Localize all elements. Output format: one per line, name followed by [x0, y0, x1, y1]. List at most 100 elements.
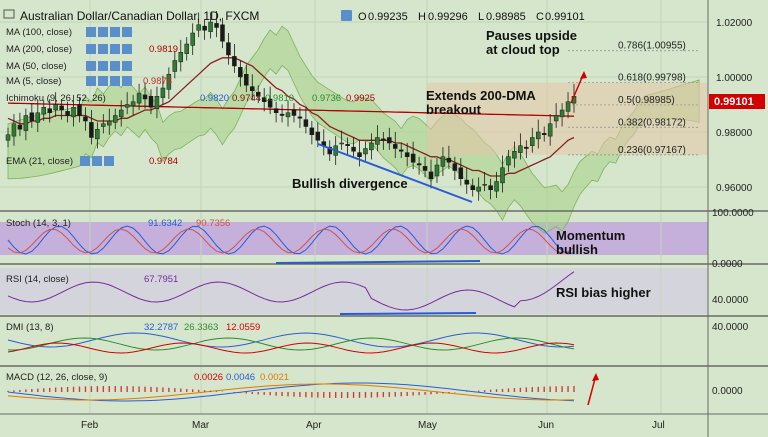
candle-body [101, 123, 106, 127]
price-tag-box [709, 94, 765, 109]
dmi-value: 32.2787 [144, 322, 178, 333]
candle-body [71, 107, 76, 118]
settings-icon[interactable] [98, 44, 108, 54]
legend-ma50: MA (50, close) [6, 61, 132, 72]
time-tick-label: Mar [192, 420, 210, 431]
candle-body [95, 129, 100, 140]
candle-body [428, 171, 434, 179]
settings-icon[interactable] [98, 76, 108, 86]
close-icon[interactable] [110, 61, 120, 71]
candle-body [536, 131, 541, 140]
ema-value: 0.9784 [149, 156, 178, 167]
fib-labels: 0.786(1.00955) 0.618(0.99798) 0.5(0.98985)… [618, 41, 686, 156]
candle-body [244, 74, 249, 86]
candle-body [434, 164, 440, 177]
rsi-trendline [339, 312, 477, 315]
candle-body [53, 104, 58, 111]
candle-body [166, 74, 172, 90]
more-icon[interactable] [122, 76, 132, 86]
candle-body [124, 104, 130, 108]
eye-icon[interactable] [86, 44, 96, 54]
candle-body [524, 146, 529, 149]
close-icon[interactable] [110, 27, 120, 37]
close-icon[interactable] [110, 76, 120, 86]
candle-body [130, 101, 136, 107]
candle-body [273, 108, 279, 113]
candle-body [494, 181, 499, 192]
ichimoku-value: 0.9736 [312, 93, 341, 104]
stoch-value: 91.6342 [148, 218, 182, 229]
ma5-value: 0.9878 [143, 76, 172, 87]
fib-level-label: 0.382(0.98172) [618, 117, 686, 128]
candle-body [29, 112, 35, 122]
svg-text:RSI (14, close): RSI (14, close) [6, 274, 69, 285]
settings-icon[interactable] [92, 156, 102, 166]
svg-text:Stoch (14, 3, 1): Stoch (14, 3, 1) [6, 218, 71, 229]
svg-text:MA (200, close): MA (200, close) [6, 44, 72, 55]
candle-body [506, 156, 511, 166]
time-tick-label: Apr [306, 420, 322, 431]
eye-icon[interactable] [86, 61, 96, 71]
candle-body [261, 97, 267, 102]
candle-body [393, 144, 398, 149]
svg-text:C: C [536, 11, 544, 23]
arrow-head [580, 71, 587, 79]
eye-icon[interactable] [86, 76, 96, 86]
time-tick-label: Jun [538, 420, 554, 431]
more-icon[interactable] [122, 44, 132, 54]
candle-body [255, 91, 261, 97]
price-tick-label: 1.00000 [716, 73, 753, 84]
indicator-lines [7, 225, 575, 402]
settings-icon[interactable] [98, 61, 108, 71]
eye-icon[interactable] [86, 27, 96, 37]
candle-body [297, 116, 303, 119]
more-icon[interactable] [122, 61, 132, 71]
candle-body [309, 127, 315, 135]
candle-body [250, 86, 255, 91]
fib-zone [427, 50, 708, 156]
price-tag-text: 0.99101 [714, 96, 754, 108]
eye-icon[interactable] [341, 10, 352, 21]
candle-body [232, 56, 237, 67]
candle-body [5, 134, 11, 141]
candle-body [303, 119, 309, 127]
candle-body [279, 113, 285, 116]
candle-body [17, 124, 23, 130]
candle-body [23, 115, 29, 131]
price-tick-label: 0.96000 [716, 183, 753, 194]
ichimoku-value: 0.9810 [265, 93, 294, 104]
candle-body [470, 185, 475, 190]
close-icon[interactable] [110, 44, 120, 54]
candle-body [452, 163, 458, 171]
ma-line [7, 102, 575, 117]
legend-rsi: RSI (14, close) 67.7951 40.0000 [6, 274, 749, 306]
candle-body [160, 87, 166, 98]
high-value: 0.99296 [428, 11, 468, 23]
candle-body [500, 167, 505, 184]
candle-body [345, 144, 350, 146]
candle-body [357, 152, 362, 157]
stoch-tick: 0.0000 [712, 259, 743, 270]
stoch-band [0, 222, 708, 255]
candlestick-series [5, 11, 577, 201]
legend-macd: MACD (12, 26, close, 9) 0.0026 0.0046 0.… [6, 372, 743, 397]
candle-body [440, 156, 446, 167]
svg-text:MA (50, close): MA (50, close) [6, 61, 67, 72]
settings-icon[interactable] [98, 27, 108, 37]
eye-icon[interactable] [80, 156, 90, 166]
candle-body [118, 109, 124, 118]
stoch-value: 90.7356 [196, 218, 230, 229]
candle-body [65, 111, 70, 116]
close-icon[interactable] [104, 156, 114, 166]
arrow-head [592, 373, 599, 381]
collapse-icon[interactable] [3, 9, 15, 19]
fib-level-label: 0.5(0.98985) [618, 95, 675, 106]
candle-body [11, 123, 17, 137]
macd-value: 0.0046 [226, 372, 255, 383]
candle-body [553, 115, 559, 122]
candle-body [369, 142, 374, 151]
time-tick-label: Feb [81, 420, 99, 431]
candle-body [381, 138, 386, 141]
more-icon[interactable] [122, 27, 132, 37]
